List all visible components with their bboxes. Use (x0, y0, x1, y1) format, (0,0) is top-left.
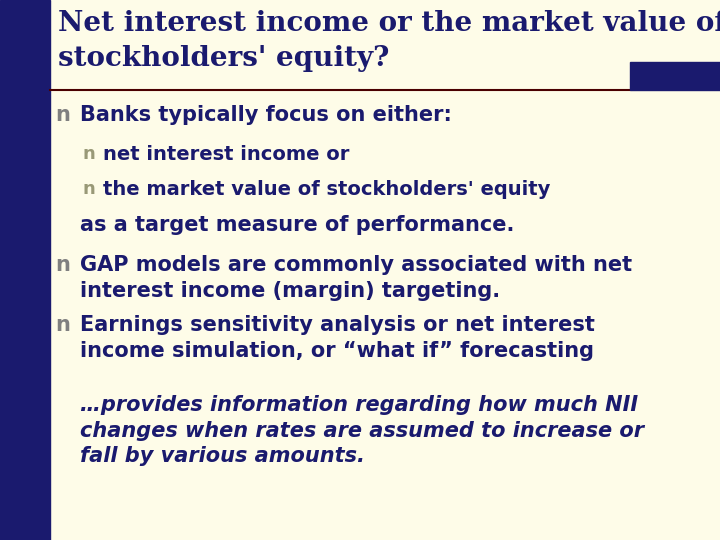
Text: n: n (82, 180, 95, 198)
Text: Earnings sensitivity analysis or net interest
income simulation, or “what if” fo: Earnings sensitivity analysis or net int… (80, 315, 595, 361)
Text: Banks typically focus on either:: Banks typically focus on either: (80, 105, 452, 125)
Text: n: n (55, 105, 70, 125)
Text: net interest income or: net interest income or (103, 145, 349, 164)
Bar (630, 62, 720, 90)
Bar (0, 0, 50, 540)
Text: n: n (55, 255, 70, 275)
Text: n: n (55, 315, 70, 335)
Text: …provides information regarding how much NII
changes when rates are assumed to i: …provides information regarding how much… (80, 395, 644, 466)
Text: the market value of stockholders' equity: the market value of stockholders' equity (103, 180, 550, 199)
Text: stockholders' equity?: stockholders' equity? (58, 45, 390, 72)
Text: GAP models are commonly associated with net
interest income (margin) targeting.: GAP models are commonly associated with … (80, 255, 632, 301)
Text: n: n (82, 145, 95, 163)
Text: Net interest income or the market value of: Net interest income or the market value … (58, 10, 720, 37)
Text: as a target measure of performance.: as a target measure of performance. (80, 215, 514, 235)
